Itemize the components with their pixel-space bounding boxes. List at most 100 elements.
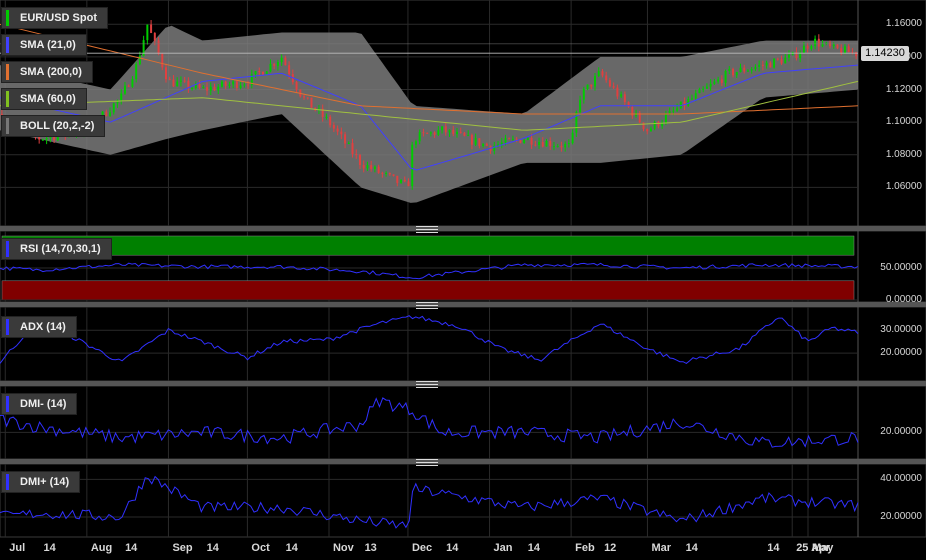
legend-adx[interactable]: ADX (14) (2, 317, 76, 337)
candle-body (217, 86, 220, 91)
candle-body (717, 79, 720, 82)
candle-body (142, 40, 145, 56)
candle-body (787, 54, 790, 58)
candle-body (411, 144, 414, 187)
candle-body (202, 87, 205, 89)
candle-body (373, 166, 376, 169)
legend-boll[interactable]: BOLL (20,2,-2) (2, 116, 105, 136)
candle-body (325, 116, 328, 118)
candle-body (455, 131, 458, 135)
candle-body (437, 130, 440, 135)
candle-body (426, 132, 429, 134)
candle-body (243, 84, 246, 86)
legend-rsi[interactable]: RSI (14,70,30,1) (2, 239, 111, 259)
x-tick-label: Jul (9, 542, 26, 554)
series-line-2 (0, 23, 859, 115)
candle-body (575, 112, 578, 133)
candle-body (694, 93, 697, 99)
candle-body (362, 165, 365, 169)
candle-body (664, 114, 667, 123)
y-tick-label: 50.00000 (880, 262, 922, 273)
legend-dmim[interactable]: DMI- (14) (2, 394, 77, 414)
candle-body (530, 137, 533, 145)
x-tick-label: 14 (685, 542, 698, 554)
panel-resize-handle-adx[interactable] (416, 302, 438, 309)
candle-body (825, 42, 828, 44)
candle-body (53, 136, 56, 141)
candle-body (276, 62, 279, 66)
candle-body (194, 84, 197, 89)
panel-resize-handle-rsi[interactable] (416, 226, 438, 233)
candle-body (463, 132, 466, 136)
y-tick-label: 20.00000 (880, 347, 922, 359)
candle-body (344, 134, 347, 144)
candle-body (280, 57, 283, 63)
candle-body (183, 80, 186, 82)
candle-body (567, 143, 570, 145)
x-tick-label: Jan (493, 542, 513, 554)
y-tick-label: 1.10000 (885, 116, 922, 128)
candle-body (306, 97, 309, 99)
panel-adx (0, 306, 926, 382)
candle-body (556, 146, 559, 148)
y-tick-label: 0.00000 (885, 294, 922, 305)
candle-body (810, 46, 813, 49)
legend-sma60[interactable]: SMA (60,0) (2, 89, 86, 109)
panel-dmim (0, 385, 926, 460)
candle-body (261, 71, 264, 75)
candle-body (303, 96, 306, 98)
x-tick-label: Mar (651, 542, 671, 554)
candle-body (448, 129, 451, 133)
rsi-oversold-zone (1, 280, 855, 301)
candle-body (269, 63, 272, 72)
x-tick-label: Oct (251, 542, 270, 554)
candle-body (478, 138, 481, 147)
x-tick-label: 12 (604, 542, 617, 554)
legend-price[interactable]: EUR/USD Spot (2, 8, 107, 28)
candle-body (776, 58, 779, 60)
candle-body (179, 80, 182, 82)
candle-body (366, 165, 369, 169)
candle-body (549, 140, 552, 147)
candle-body (843, 46, 846, 54)
candle-body (0, 114, 3, 121)
candle-body (552, 146, 555, 148)
candle-body (761, 64, 764, 66)
candle-body (153, 32, 156, 41)
x-tick-label: 14 (527, 542, 540, 554)
candle-body (724, 70, 727, 83)
candle-body (642, 122, 645, 129)
candle-body (161, 53, 164, 68)
candle-body (743, 67, 746, 72)
candle-body (123, 85, 126, 94)
candle-body (526, 137, 529, 140)
series-line-1 (0, 64, 859, 171)
legend-dmip-label: DMI+ (14) (20, 476, 70, 488)
legend-sma21[interactable]: SMA (21,0) (2, 35, 86, 55)
separator-dmim (0, 381, 926, 386)
candle-body (265, 71, 268, 75)
candle-body (523, 139, 526, 143)
legend-sma200[interactable]: SMA (200,0) (2, 62, 92, 82)
candle-body (649, 128, 652, 132)
candle-body (109, 112, 112, 116)
panel-resize-handle-dmip[interactable] (416, 459, 438, 466)
candle-body (594, 76, 597, 87)
candle-body (780, 59, 783, 64)
candle-body (168, 79, 171, 81)
candle-body (765, 62, 768, 66)
candle-body (385, 172, 388, 174)
adx-line (0, 315, 859, 364)
candle-body (683, 101, 686, 106)
x-tick-label: 14 (125, 542, 138, 554)
x-tick-label: 14 (767, 542, 780, 554)
legend-rsi-label: RSI (14,70,30,1) (20, 243, 101, 255)
legend-dmip[interactable]: DMI+ (14) (2, 472, 80, 492)
candle-body (105, 111, 108, 116)
candle-body (470, 134, 473, 145)
candle-body (564, 143, 567, 148)
candle-body (705, 86, 708, 89)
panel-resize-handle-dmim[interactable] (416, 381, 438, 388)
dmim-line (0, 397, 859, 448)
candle-body (414, 141, 417, 145)
